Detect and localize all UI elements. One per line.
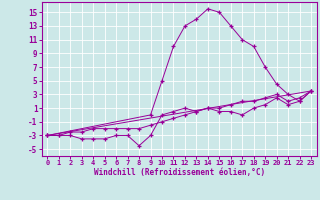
X-axis label: Windchill (Refroidissement éolien,°C): Windchill (Refroidissement éolien,°C) — [94, 168, 265, 177]
